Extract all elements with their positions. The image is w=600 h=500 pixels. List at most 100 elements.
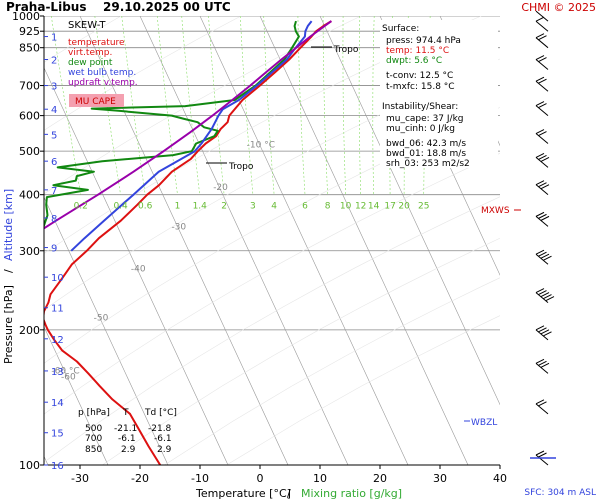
surface-title: Surface: [382, 24, 419, 34]
mixing-ratio-label: 10 [340, 202, 352, 212]
wind-barb-staff [535, 215, 549, 227]
wind-barb-flag [538, 360, 547, 366]
wind-barb-flag [538, 57, 547, 62]
table-cell: -6.1 [154, 434, 172, 444]
mixing-ratio-label: 0.2 [74, 202, 88, 212]
surface-line: dwpt: 5.6 °C [386, 56, 442, 66]
wind-barb-flag [538, 131, 547, 136]
mixing-ratio-line [156, 16, 178, 195]
wind-barb-flag [535, 399, 545, 405]
mixing-ratio-line [342, 16, 346, 195]
wind-barb-flag [538, 401, 547, 407]
wind-barb-flag [538, 290, 547, 296]
wind-barb-staff [535, 403, 549, 415]
table-header: T [122, 408, 129, 418]
surface-line: press: 974.4 hPa [386, 36, 461, 46]
wbzl-label: WBZL [471, 418, 497, 428]
wind-barb-flag [543, 331, 552, 337]
wind-barb-flag [540, 156, 550, 162]
wind-barb-flag [535, 16, 545, 22]
y-tick-label: 500 [19, 145, 40, 158]
wind-barb-flag [538, 251, 547, 257]
wind-barb-flag [535, 76, 545, 82]
wind-barb-staff [535, 10, 549, 22]
wind-barb-flag [538, 103, 547, 109]
table-cell: 850 [85, 445, 102, 455]
station-title: Praha-Libus [6, 0, 86, 14]
mixing-ratio-label: 12 [355, 202, 366, 212]
y-tick-label: 400 [19, 189, 40, 202]
wind-barb-flag [545, 296, 555, 302]
altitude-tick-label: 5 [51, 130, 57, 141]
profile-line [70, 20, 313, 252]
wind-barb-flag [538, 154, 547, 160]
x-tick-label: 10 [313, 472, 327, 485]
wind-barb-flag [535, 101, 545, 107]
wind-barb-flag [543, 255, 552, 261]
x-tick-label: 0 [257, 472, 264, 485]
dry-adiabat [44, 152, 500, 415]
mixing-ratio-line [208, 16, 225, 195]
wind-barb-flag [540, 329, 550, 335]
mixing-ratio-line [121, 16, 146, 195]
mixing-ratio-line [94, 16, 121, 195]
y-tick-label: 300 [19, 245, 40, 258]
wind-barb-staff [535, 329, 549, 341]
x-axis-title: Temperature [°C] / Mixing ratio [g/kg] [195, 487, 402, 500]
wind-barb-flag [535, 450, 545, 456]
table-cell: -6.1 [118, 434, 136, 444]
wind-barb-flag [538, 213, 547, 219]
wind-barb-staff [535, 253, 549, 265]
mixing-ratio-line [263, 16, 275, 195]
altitude-tick-label: 7 [51, 186, 57, 197]
wind-barb-staff [535, 157, 549, 168]
isotherm-label: -40 [131, 264, 146, 274]
credit-text: CHMI © 2025 [521, 1, 596, 14]
mixing-ratio-line [372, 16, 375, 195]
altitude-tick-label: 13 [51, 367, 64, 378]
y-tick-label: 850 [19, 42, 40, 55]
y-axis-separator: / [2, 269, 15, 273]
mixing-ratio-label: 17 [384, 202, 395, 212]
wind-profile [530, 10, 556, 466]
x-tick-label: -10 [191, 472, 209, 485]
dry-adiabat [44, 16, 122, 63]
wind-barb-flag [535, 129, 545, 134]
info-panel-bg [380, 20, 498, 168]
isotherm-line [44, 67, 229, 465]
altitude-tick-label: 16 [51, 461, 64, 472]
isotherm-label: -60 [61, 373, 76, 383]
wind-barb-flag [538, 182, 547, 188]
mixing-ratio-label: 14 [368, 202, 380, 212]
instability-line: bwd_06: 42.3 m/s [386, 139, 466, 149]
wind-barb-flag [535, 358, 545, 364]
mixing-ratio-label: 25 [418, 202, 429, 212]
wind-barb-flag [535, 325, 545, 331]
wind-barb-flag [535, 211, 545, 217]
wind-barb-flag [538, 327, 547, 333]
isotherm-line [44, 326, 109, 465]
isotherm-label: -30 [171, 222, 186, 232]
isotherm-line [44, 196, 169, 465]
instability-line: mu_cinh: 0 J/kg [386, 124, 455, 134]
dry-adiabat [164, 277, 500, 465]
instability-line: mu_cape: 37 J/kg [386, 114, 464, 124]
wind-barb-flag [540, 215, 550, 221]
legend-item: dew point [68, 58, 113, 68]
y-tick-label: 100 [19, 459, 40, 472]
mixing-ratio-line [322, 16, 328, 195]
table-header: Td [°C] [144, 408, 177, 418]
mixing-ratio-label: 4 [271, 202, 277, 212]
y-tick-label: 700 [19, 80, 40, 93]
table-cell: -21.1 [114, 424, 137, 434]
x-tick-label: 30 [433, 472, 447, 485]
instability-line: srh_03: 253 m2/s2 [386, 159, 470, 169]
legend-item: wet bulb temp. [68, 68, 136, 78]
wind-barb-flag [538, 35, 547, 41]
isotherm-line [499, 16, 500, 17]
y-axis-label: Pressure [hPa] [2, 285, 15, 364]
sfc-label: SFC: 304 m ASL [524, 488, 596, 498]
isotherm-line [259, 16, 469, 465]
